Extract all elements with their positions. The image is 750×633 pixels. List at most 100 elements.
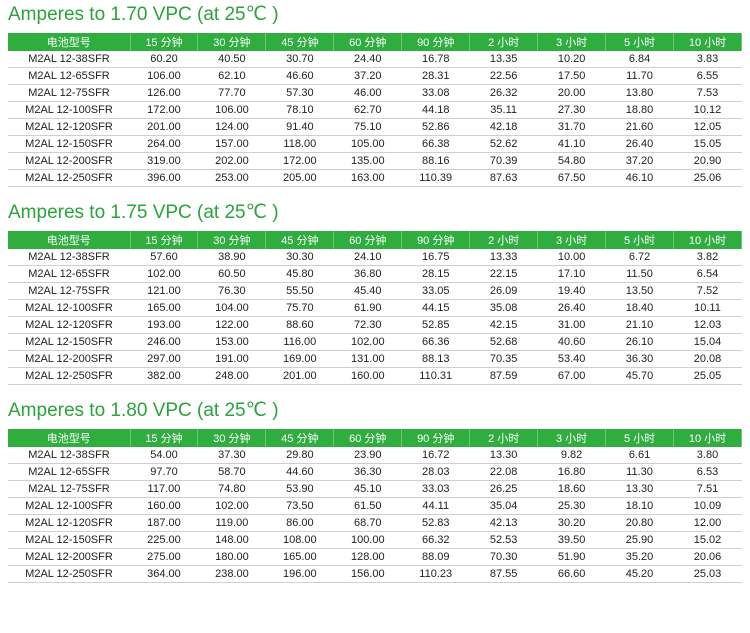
model-cell: M2AL 12-150SFR: [8, 531, 130, 549]
current-cell: 110.23: [401, 565, 470, 583]
current-cell: 21.10: [605, 316, 674, 334]
current-cell: 18.10: [605, 497, 674, 515]
current-cell: 13.30: [605, 480, 674, 498]
column-header: 60 分钟: [333, 429, 403, 447]
model-cell: M2AL 12-200SFR: [8, 152, 130, 170]
column-header: 60 分钟: [333, 33, 403, 51]
current-cell: 13.35: [469, 51, 538, 68]
current-cell: 180.00: [197, 548, 266, 566]
current-cell: 70.30: [469, 548, 538, 566]
column-header: 10 小时: [673, 429, 742, 447]
current-cell: 27.30: [537, 101, 606, 119]
current-cell: 124.00: [197, 118, 266, 136]
column-header: 45 分钟: [265, 33, 335, 51]
current-cell: 68.70: [333, 514, 402, 532]
table-row: M2AL 12-250SFR 364.00 238.00 196.00 156.00 11…: [8, 565, 742, 583]
current-cell: 52.62: [469, 135, 538, 153]
current-cell: 67.00: [537, 367, 606, 385]
current-cell: 70.35: [469, 350, 538, 368]
current-cell: 45.40: [333, 282, 402, 300]
current-cell: 31.00: [537, 316, 606, 334]
current-cell: 28.31: [401, 67, 470, 85]
current-cell: 156.00: [333, 565, 402, 583]
model-cell: M2AL 12-150SFR: [8, 333, 130, 351]
current-cell: 201.00: [265, 367, 334, 385]
model-cell: M2AL 12-38SFR: [8, 249, 130, 266]
current-cell: 110.31: [401, 367, 470, 385]
current-cell: 36.30: [605, 350, 674, 368]
current-cell: 11.30: [605, 463, 674, 481]
column-header: 3 小时: [537, 33, 607, 51]
current-cell: 108.00: [265, 531, 334, 549]
current-cell: 25.30: [537, 497, 606, 515]
current-cell: 126.00: [130, 84, 198, 102]
current-cell: 20.80: [605, 514, 674, 532]
current-cell: 396.00: [130, 169, 198, 187]
table-row: M2AL 12-120SFR 187.00 119.00 86.00 68.70 52.8…: [8, 514, 742, 532]
table-row: M2AL 12-65SFR 106.00 62.10 46.60 37.20 28.31 2…: [8, 67, 742, 85]
column-header: 15 分钟: [130, 429, 199, 447]
current-cell: 20.00: [537, 84, 606, 102]
current-cell: 52.85: [401, 316, 470, 334]
current-cell: 12.05: [673, 118, 742, 136]
current-cell: 78.10: [265, 101, 334, 119]
current-cell: 196.00: [265, 565, 334, 583]
current-cell: 102.00: [333, 333, 402, 351]
table-row: M2AL 12-150SFR 246.00 153.00 116.00 102.00 66…: [8, 333, 742, 351]
current-cell: 275.00: [130, 548, 198, 566]
model-cell: M2AL 12-200SFR: [8, 350, 130, 368]
table-row: M2AL 12-75SFR 117.00 74.80 53.90 45.10 33.03 2…: [8, 480, 742, 498]
column-header: 45 分钟: [265, 231, 335, 249]
current-cell: 36.30: [333, 463, 402, 481]
current-cell: 26.10: [605, 333, 674, 351]
current-cell: 87.55: [469, 565, 538, 583]
current-cell: 53.40: [537, 350, 606, 368]
current-cell: 35.04: [469, 497, 538, 515]
model-cell: M2AL 12-250SFR: [8, 565, 130, 583]
current-cell: 28.15: [401, 265, 470, 283]
current-cell: 26.32: [469, 84, 538, 102]
current-cell: 76.30: [197, 282, 266, 300]
current-cell: 61.90: [333, 299, 402, 317]
current-cell: 6.54: [673, 265, 742, 283]
table-row: M2AL 12-65SFR 97.70 58.70 44.60 36.30 28.03 22…: [8, 463, 742, 481]
current-cell: 187.00: [130, 514, 198, 532]
column-header: 15 分钟: [130, 231, 199, 249]
current-cell: 97.70: [130, 463, 198, 481]
current-cell: 37.20: [333, 67, 402, 85]
model-cell: M2AL 12-200SFR: [8, 548, 130, 566]
current-cell: 9.82: [537, 447, 606, 464]
model-cell: M2AL 12-38SFR: [8, 447, 130, 464]
current-cell: 225.00: [130, 531, 198, 549]
column-header: 电池型号: [8, 231, 131, 249]
current-cell: 52.53: [469, 531, 538, 549]
current-cell: 116.00: [265, 333, 334, 351]
current-cell: 131.00: [333, 350, 402, 368]
current-cell: 52.86: [401, 118, 470, 136]
current-cell: 148.00: [197, 531, 266, 549]
current-cell: 169.00: [265, 350, 334, 368]
current-cell: 193.00: [130, 316, 198, 334]
data-table: 电池型号 15 分钟 30 分钟 45 分钟 60 分钟 90 分钟 2 小时 3 小时 5 小…: [8, 231, 742, 385]
current-cell: 16.78: [401, 51, 470, 68]
current-cell: 10.09: [673, 497, 742, 515]
current-cell: 23.90: [333, 447, 402, 464]
current-cell: 31.70: [537, 118, 606, 136]
column-header: 45 分钟: [265, 429, 335, 447]
current-cell: 10.00: [537, 249, 606, 266]
current-cell: 248.00: [197, 367, 266, 385]
current-cell: 44.11: [401, 497, 470, 515]
current-cell: 44.15: [401, 299, 470, 317]
current-cell: 37.30: [197, 447, 266, 464]
current-cell: 51.90: [537, 548, 606, 566]
current-cell: 33.03: [401, 480, 470, 498]
current-cell: 62.70: [333, 101, 402, 119]
current-cell: 70.39: [469, 152, 538, 170]
current-cell: 88.60: [265, 316, 334, 334]
current-cell: 13.80: [605, 84, 674, 102]
table-row: M2AL 12-200SFR 275.00 180.00 165.00 128.00 88…: [8, 548, 742, 566]
current-cell: 40.60: [537, 333, 606, 351]
current-cell: 87.59: [469, 367, 538, 385]
current-cell: 66.60: [537, 565, 606, 583]
column-header: 2 小时: [469, 231, 539, 249]
